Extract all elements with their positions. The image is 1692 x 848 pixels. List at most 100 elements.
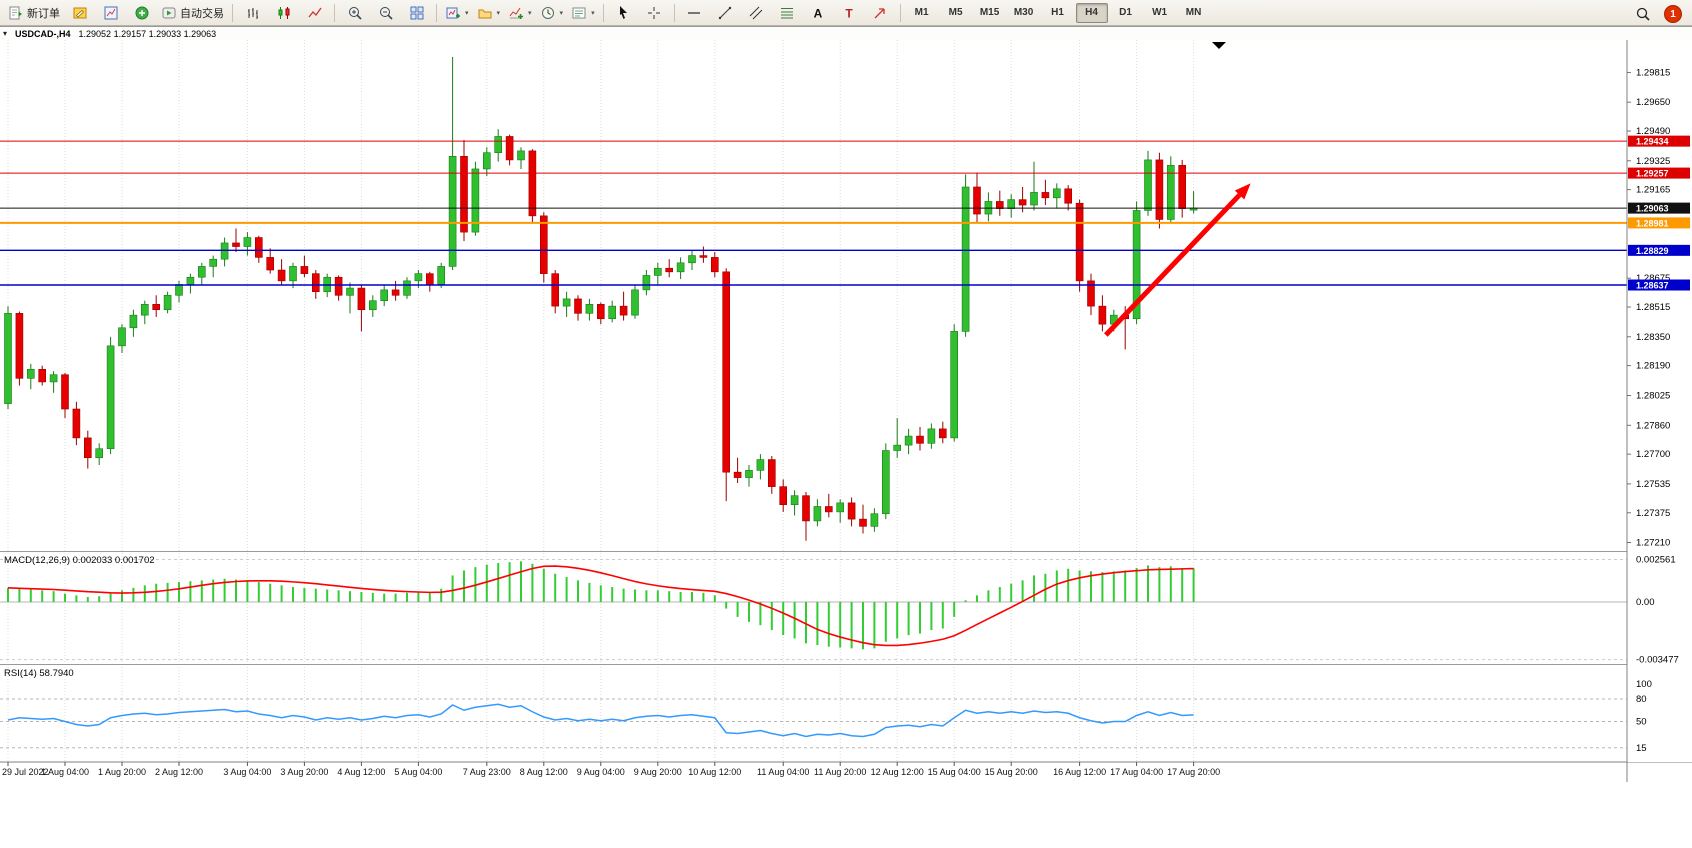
time-axis-label: 2 Aug 12:00: [155, 767, 203, 777]
notification-badge[interactable]: 1: [1664, 5, 1682, 23]
line-chart-button[interactable]: [300, 2, 329, 24]
toolbar-separator: [673, 3, 675, 22]
autotrading-button-label: 自动交易: [180, 7, 224, 20]
svg-text:A: A: [814, 6, 823, 20]
search-button[interactable]: [1628, 3, 1657, 25]
chart-shift-marker[interactable]: [1212, 42, 1226, 49]
price-tag: [1628, 135, 1690, 147]
text-button[interactable]: A: [804, 2, 833, 24]
price-axis-label: 1.29165: [1636, 185, 1670, 196]
search-icon: [1636, 7, 1650, 21]
timeframe-button-m1[interactable]: M1: [914, 7, 929, 18]
candle-up: [836, 502, 845, 513]
candlestick-chart-button-icon: [278, 6, 289, 19]
horizontal-line-button-icon: [688, 11, 701, 14]
arrows-button[interactable]: [866, 2, 895, 24]
price-tag: [1628, 167, 1690, 179]
new-order-button[interactable]: 新订单: [5, 2, 63, 24]
metaeditor-button[interactable]: [65, 2, 94, 24]
price-axis[interactable]: [1627, 40, 1692, 762]
candle-up: [403, 280, 411, 296]
channel-button[interactable]: [742, 2, 771, 24]
timeframe-button-d1[interactable]: D1: [1119, 7, 1132, 18]
timeframe-button-m15[interactable]: M15: [979, 7, 1000, 18]
charts-window-button[interactable]: [96, 2, 125, 24]
toolbar-separator: [899, 3, 901, 22]
trend-arrow-shaft[interactable]: [1104, 193, 1242, 337]
price-axis-label: 1.29325: [1636, 156, 1670, 167]
candle-down: [619, 305, 628, 316]
time-axis[interactable]: [0, 762, 1692, 782]
new-chart-button[interactable]: ▾: [442, 2, 472, 24]
bar-chart-button[interactable]: [238, 2, 267, 24]
price-axis-label: 1.28350: [1636, 332, 1670, 343]
horizontal-line-button[interactable]: [680, 2, 709, 24]
tile-windows-button[interactable]: [402, 2, 431, 24]
templates-button[interactable]: ▾: [568, 2, 598, 24]
chart-menu-caret[interactable]: ▾: [3, 29, 8, 38]
fibonacci-button-icon: [781, 7, 794, 18]
time-axis-label: 9 Aug 20:00: [634, 767, 682, 777]
candle-up: [175, 284, 183, 296]
timeframe-button-m30[interactable]: M30: [1013, 7, 1034, 18]
candle-up: [129, 314, 138, 329]
cursor-button[interactable]: [609, 2, 638, 24]
price-tag: [1628, 217, 1690, 229]
chart-area[interactable]: MACD(12,26,9) 0.002033 0.001702 RSI(14) 5…: [0, 40, 1692, 782]
candle-down: [505, 136, 514, 161]
candle-down: [84, 437, 92, 459]
timeframe-button-w1[interactable]: W1: [1152, 7, 1168, 18]
zoom-in-button[interactable]: [340, 2, 369, 24]
candle-up: [676, 262, 685, 273]
market-watch-button[interactable]: [127, 2, 156, 24]
candle-up: [562, 298, 571, 307]
toolbar-right-cluster: 1: [1627, 3, 1682, 25]
price-axis-label: 1.29815: [1636, 67, 1670, 78]
candle-down: [847, 502, 856, 520]
candle-down: [311, 273, 320, 292]
candle-up: [1007, 199, 1016, 209]
trend-arrow-head[interactable]: [1234, 183, 1251, 200]
candle-down: [277, 269, 286, 282]
candle-down: [1155, 159, 1164, 220]
candle-down: [596, 304, 605, 320]
zoom-out-button[interactable]: [371, 2, 400, 24]
indicators-button-icon: [509, 7, 524, 19]
toolbar-separator: [436, 3, 437, 22]
crosshair-button[interactable]: [640, 2, 669, 24]
time-axis-label: 15 Aug 20:00: [985, 767, 1038, 777]
fibonacci-button[interactable]: [773, 2, 802, 24]
candle-down: [1064, 188, 1072, 204]
label-button[interactable]: T: [835, 2, 864, 24]
candle-up: [517, 150, 525, 161]
periods-button[interactable]: ▾: [537, 2, 567, 24]
candle-down: [1041, 192, 1050, 199]
macd-signal-line: [7, 565, 1194, 647]
metaeditor-button-icon: [73, 7, 86, 18]
dropdown-caret-icon: ▾: [559, 9, 564, 17]
price-axis-label: 1.28675: [1636, 273, 1670, 284]
indicators-button[interactable]: ▾: [505, 2, 535, 24]
time-axis-label: 11 Aug 04:00: [757, 767, 809, 777]
candlestick-chart-button[interactable]: [269, 2, 298, 24]
time-axis-label: 12 Aug 12:00: [871, 767, 924, 777]
macd-axis-label: 0.002561: [1636, 554, 1676, 565]
timeframe-button-mn[interactable]: MN: [1185, 7, 1202, 18]
new-order-button-label: 新订单: [27, 7, 60, 20]
macd-axis-label: 0.00: [1636, 597, 1655, 608]
candle-up: [437, 266, 446, 285]
candle-down: [460, 156, 468, 233]
timeframe-button-m5[interactable]: M5: [948, 7, 963, 18]
timeframe-button-h1[interactable]: H1: [1051, 7, 1064, 18]
candle-down: [61, 374, 69, 410]
tile-windows-button-icon: [410, 6, 423, 19]
autotrading-button[interactable]: 自动交易: [158, 2, 227, 24]
toolbar: 新订单 自动交易 ▾ ▾ ▾ ▾ ▾ A T M1 M5 M15 M30 H1 H4 D1 W1 MN 1: [0, 0, 1692, 26]
trendline-button[interactable]: [711, 2, 740, 24]
text-button-icon: A: [814, 6, 823, 20]
timeframe-button-h4[interactable]: H4: [1075, 2, 1108, 23]
profiles-button[interactable]: ▾: [474, 2, 504, 24]
price-tag: [1628, 279, 1690, 291]
candle-down: [1087, 280, 1095, 307]
